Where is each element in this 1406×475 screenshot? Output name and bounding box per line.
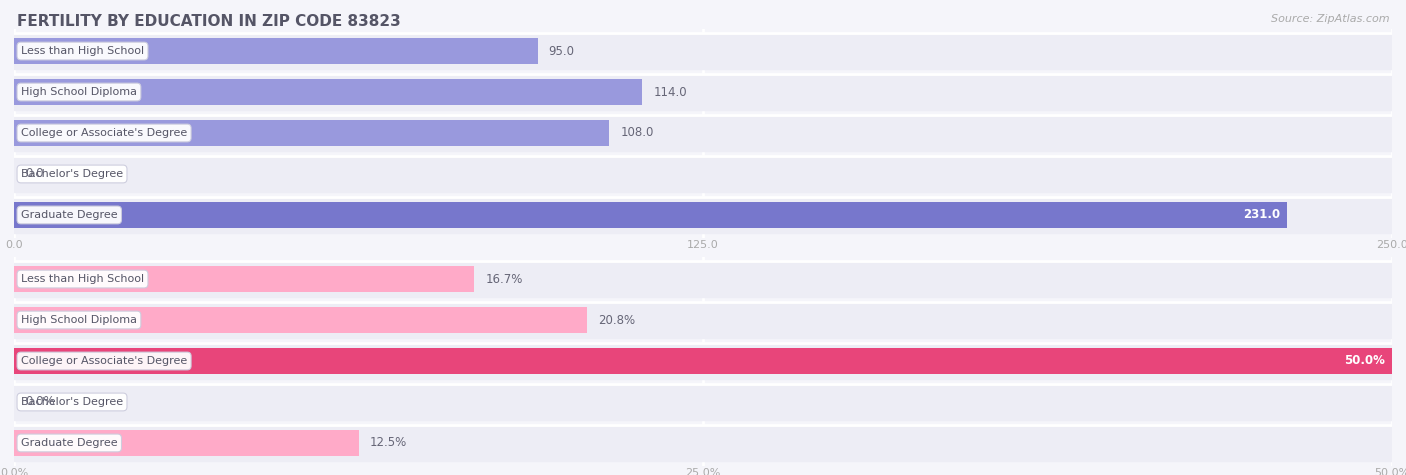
Text: 0.0%: 0.0% [25,396,55,408]
Text: Less than High School: Less than High School [21,274,143,284]
Bar [14,302,1392,339]
Text: Graduate Degree: Graduate Degree [21,210,118,220]
Text: 231.0: 231.0 [1243,209,1281,221]
Bar [14,261,1392,297]
Text: 108.0: 108.0 [620,126,654,140]
Bar [14,33,1392,69]
Text: 16.7%: 16.7% [485,273,523,285]
Bar [14,342,1392,380]
Bar [14,155,1392,192]
Text: Source: ZipAtlas.com: Source: ZipAtlas.com [1271,14,1389,24]
Bar [14,202,1288,228]
Text: 50.0%: 50.0% [1344,354,1385,368]
Text: Bachelor's Degree: Bachelor's Degree [21,397,124,407]
Bar [14,197,1392,233]
Text: 114.0: 114.0 [654,86,688,98]
Text: FERTILITY BY EDUCATION IN ZIP CODE 83823: FERTILITY BY EDUCATION IN ZIP CODE 83823 [17,14,401,29]
Text: 12.5%: 12.5% [370,437,406,449]
Bar [14,114,1392,152]
Bar [14,383,1392,420]
Text: College or Associate's Degree: College or Associate's Degree [21,356,187,366]
Text: High School Diploma: High School Diploma [21,87,136,97]
Text: Bachelor's Degree: Bachelor's Degree [21,169,124,179]
Text: Graduate Degree: Graduate Degree [21,438,118,448]
Text: High School Diploma: High School Diploma [21,315,136,325]
Bar [14,266,474,292]
Bar [14,348,1392,374]
Text: 0.0: 0.0 [25,168,44,180]
Bar [14,307,588,332]
Bar [14,79,643,104]
Text: 95.0: 95.0 [548,45,575,57]
Bar [14,120,609,146]
Text: Less than High School: Less than High School [21,46,143,56]
Text: College or Associate's Degree: College or Associate's Degree [21,128,187,138]
Bar [14,74,1392,111]
Bar [14,430,359,456]
Bar [14,425,1392,461]
Bar [14,38,537,64]
Text: 20.8%: 20.8% [599,314,636,326]
